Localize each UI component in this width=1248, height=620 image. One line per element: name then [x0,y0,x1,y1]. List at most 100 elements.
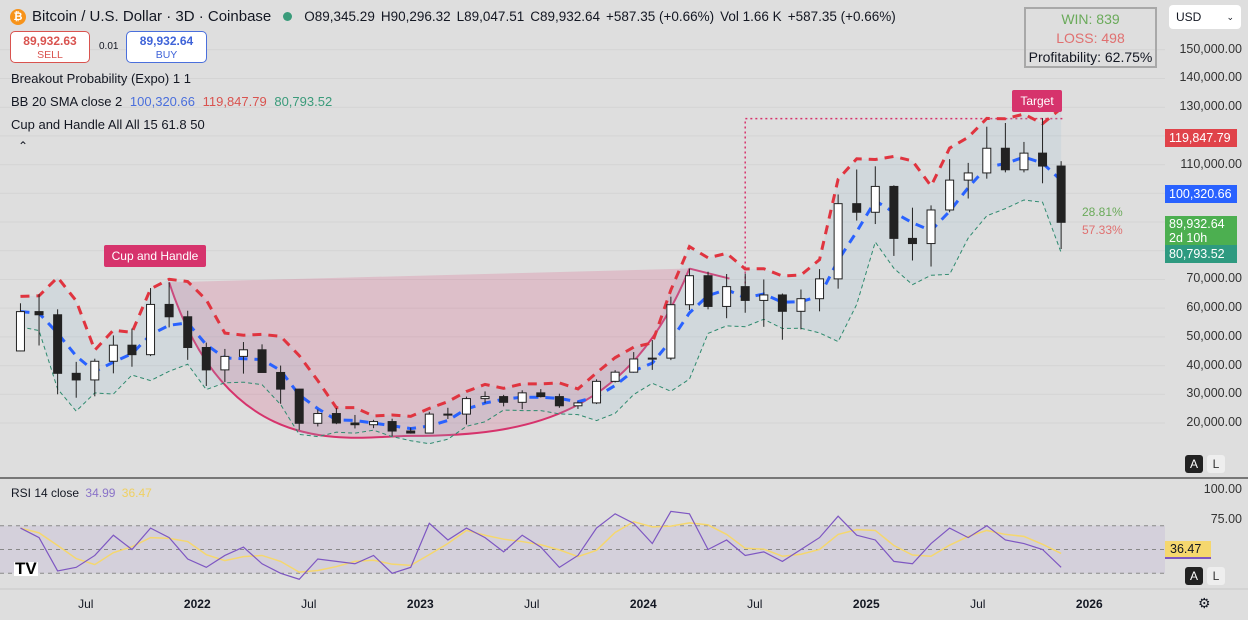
candle [1056,161,1066,250]
bb-basis-line [20,155,1063,431]
ohlc-open: O89,345.29 [304,9,375,24]
candle [907,207,917,261]
win-count: WIN: 839 [1061,11,1120,27]
candle [815,269,825,312]
candle-body [313,413,323,424]
y-tick-label: 50,000.00 [1186,328,1242,343]
candle-body [183,316,193,348]
candle-body [796,298,806,312]
candle [53,309,63,395]
candle-body [34,311,44,316]
candle-body [684,275,694,306]
last-price-tag: 89,932.64 2d 10h [1165,216,1237,245]
log-scale-button[interactable]: L [1207,455,1225,473]
breakout-down-pct: 57.33% [1082,223,1123,237]
candle-body [889,185,899,239]
y-tick-label: 20,000.00 [1186,415,1242,429]
bb-upper-tag: 119,847.79 [1165,129,1237,147]
x-tick-label: Jul [524,597,540,611]
candle-body [1038,152,1048,167]
candle-body [257,349,267,373]
last-price: 89,932.64 [1169,217,1225,231]
candle-body [331,413,341,424]
price-pane [0,0,1165,478]
rsi-log-scale-button[interactable]: L [1207,567,1225,585]
target-label: Target [1012,90,1062,112]
target-line [744,117,1065,289]
y-tick-label: 140,000.00 [1179,70,1242,85]
candle [536,389,546,398]
tradingview-logo: TV [14,559,38,578]
chevron-up-icon[interactable]: ⌃ [18,139,29,153]
candle-body [127,344,137,356]
candle-body [220,355,230,371]
settings-icon[interactable]: ⚙ [1198,595,1211,611]
sell-label: SELL [37,49,63,61]
candle [90,358,100,397]
target-label-bg [1012,90,1062,112]
candle-body [1019,152,1029,171]
bb-label: BB 20 SMA close 2 [11,94,123,109]
rsi-line [20,510,1062,580]
candle [703,271,713,310]
buy-price: 89,932.64 [139,34,194,48]
rsi-auto-scale-button[interactable]: A [1185,567,1203,585]
indicator-cup[interactable]: Cup and Handle All All 15 61.8 50 [11,117,205,132]
y-tick-label: 70,000.00 [1186,271,1242,286]
auto-scale-button[interactable]: A [1185,455,1203,473]
candle [666,296,676,361]
candle-body [666,304,676,359]
candle-body [740,286,750,301]
candle [108,335,118,374]
candle [1038,118,1048,184]
candle [1019,141,1029,173]
bb-basis-value: 100,320.66 [129,94,195,109]
x-tick-label: Jul [78,597,94,611]
symbol-header: ₿ Bitcoin / U.S. Dollar · 3D · Coinbase … [10,8,896,25]
rsi-value: 34.99 [85,486,116,500]
rsi-legend[interactable]: RSI 14 close 34.99 36.47 [11,486,152,500]
indicator-breakout[interactable]: Breakout Probability (Expo) 1 1 [11,71,191,86]
buy-button[interactable]: 89,932.64 BUY [126,31,207,63]
candle-body [108,344,118,362]
candle [945,159,955,213]
market-status-icon [283,12,293,21]
sell-button[interactable]: 89,932.63 SELL [10,31,90,63]
indicator-bb[interactable]: BB 20 SMA close 2 100,320.66 119,847.79 … [11,94,332,109]
x-tick-label: Jul [747,597,763,611]
candle [610,370,620,383]
candle [387,418,397,436]
candle-body [945,179,955,211]
candle-body [982,147,992,174]
candle-body [629,358,639,373]
candle-body [406,430,416,434]
candle [740,273,750,313]
x-tick-label: Jul [970,597,986,611]
symbol-title[interactable]: Bitcoin / U.S. Dollar · 3D · Coinbase [32,8,272,25]
candle-body [276,371,286,390]
candle [852,169,862,221]
candle-body [53,314,63,374]
profitability: Profitability: 62.75% [1028,49,1153,65]
cup-handle-label-text: Cup and Handle [112,249,199,263]
candle [34,294,44,346]
currency-select[interactable]: USD ⌄ [1169,5,1241,29]
candle [554,393,564,408]
x-tick-label: 2022 [183,597,211,611]
candle [499,394,509,407]
rsi-signal-tag: 36.47 [1165,541,1211,559]
spread: 0.01 [99,41,119,52]
bar-countdown: 2d 10h [1169,231,1208,245]
bb-band-fill [20,108,1062,444]
candle-body [443,413,453,416]
x-tick-label: 2023 [406,597,434,611]
candle-body [833,203,843,280]
candle-body [424,413,434,434]
candle [629,352,639,373]
candle [294,388,304,430]
candle [276,365,286,404]
candle-body [870,185,880,213]
bitcoin-icon: ₿ [10,8,26,25]
candle-body [517,392,527,403]
